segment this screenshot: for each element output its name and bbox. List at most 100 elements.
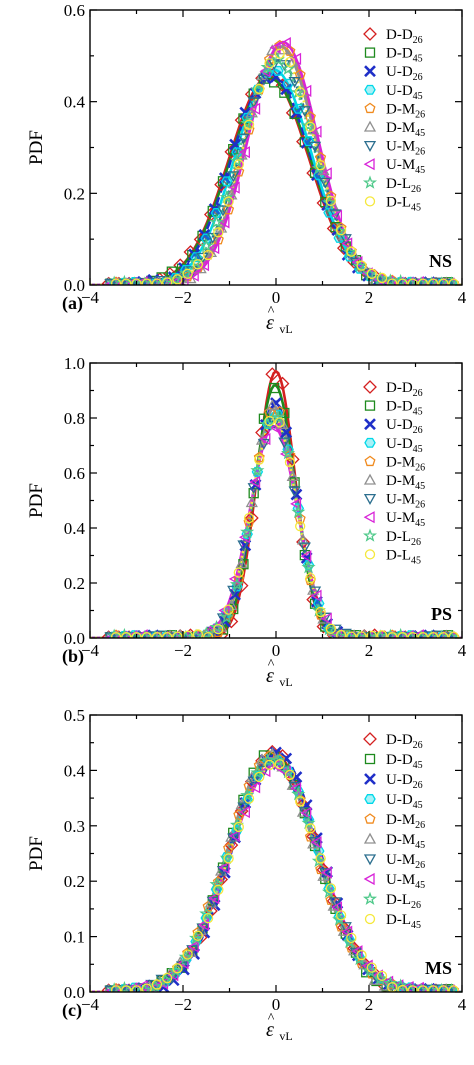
data-point <box>269 421 281 435</box>
legend-entry-name: U-M <box>386 510 415 526</box>
legend-entry: D-L26 <box>386 892 421 911</box>
legend-entry-name: U-M <box>386 872 415 888</box>
data-point <box>332 628 347 638</box>
data-point <box>305 572 316 584</box>
legend-entry-name: U-M <box>386 852 415 868</box>
legend-entry-name: D-D <box>386 46 413 62</box>
data-point <box>325 190 337 201</box>
legend-marker <box>363 872 375 886</box>
data-point <box>245 106 258 118</box>
legend-entry-subscript: 45 <box>411 202 421 213</box>
series-line-d-d45 <box>90 383 462 638</box>
legend-entry: D-D45 <box>386 46 423 65</box>
data-point <box>339 922 352 934</box>
data-point <box>268 382 280 394</box>
legend-marker <box>363 511 375 524</box>
legend-entry: U-M45 <box>386 510 425 529</box>
data-point <box>397 632 408 638</box>
legend-entry-name: D-M <box>386 101 415 117</box>
data-point <box>151 632 163 638</box>
data-point <box>438 985 449 992</box>
data-point <box>219 190 234 204</box>
legend-marker <box>364 418 376 431</box>
data-point <box>356 950 367 961</box>
legend-marker <box>364 196 376 207</box>
data-point <box>266 399 279 411</box>
data-point <box>272 65 284 76</box>
data-point <box>366 268 377 279</box>
data-point <box>335 910 347 921</box>
data-point <box>192 629 204 638</box>
data-point <box>199 906 214 920</box>
data-point <box>284 45 296 56</box>
data-point <box>243 793 255 804</box>
data-point <box>376 970 388 982</box>
legend-marker <box>363 854 377 866</box>
legend-entry-subscript: 45 <box>415 880 425 891</box>
legend-entry-name: D-L <box>386 892 411 908</box>
data-point <box>397 984 408 992</box>
x-tick-label: −4 <box>81 995 100 1014</box>
legend-entry: D-M26 <box>386 101 425 120</box>
data-point <box>320 866 332 879</box>
x-axis-label: ε <box>266 665 274 687</box>
data-point <box>253 451 265 463</box>
data-point <box>341 237 353 250</box>
legend-entry: D-L26 <box>386 176 421 195</box>
data-point <box>315 863 327 875</box>
data-point <box>204 896 218 908</box>
data-point <box>141 983 152 992</box>
data-point <box>407 985 418 992</box>
data-point <box>223 196 234 207</box>
data-point <box>448 985 459 992</box>
legend-entry-subscript: 45 <box>411 920 421 931</box>
data-point <box>281 61 296 75</box>
legend-marker <box>363 832 377 844</box>
data-point <box>301 118 316 132</box>
y-axis-label: PDF <box>26 130 47 165</box>
y-tick-label: 0.2 <box>64 574 85 593</box>
legend-entry: U-D26 <box>386 772 423 791</box>
x-tick-label: −4 <box>81 288 100 307</box>
data-point <box>448 631 459 638</box>
condition-tag: PS <box>431 604 452 624</box>
data-point <box>141 278 152 285</box>
legend-entry: D-D26 <box>386 27 423 46</box>
data-point <box>131 632 142 638</box>
data-point <box>237 540 250 552</box>
legend-entry: D-D26 <box>386 732 423 751</box>
data-point <box>229 153 244 168</box>
data-point <box>331 901 343 914</box>
data-point <box>274 417 285 428</box>
data-point <box>291 504 306 519</box>
data-point <box>296 533 310 545</box>
data-point <box>204 246 218 258</box>
legend-entry-name: D-L <box>386 547 411 563</box>
data-point <box>223 842 235 853</box>
data-point <box>151 278 163 285</box>
data-point <box>294 68 306 80</box>
legend-entry: U-M26 <box>386 852 425 871</box>
legend-entry-subscript: 26 <box>413 72 423 83</box>
data-point <box>107 628 122 638</box>
x-tick-label: −4 <box>81 641 100 660</box>
data-point <box>151 979 163 990</box>
data-point <box>219 850 234 865</box>
data-point <box>233 821 244 833</box>
data-point <box>383 975 398 990</box>
data-point <box>259 764 271 778</box>
data-point <box>417 632 429 638</box>
data-point <box>428 278 439 285</box>
legend-entry-name: D-L <box>386 529 411 545</box>
data-point <box>332 912 347 926</box>
data-point <box>235 557 248 569</box>
legend-entry: U-D45 <box>386 792 423 811</box>
plot-area <box>90 37 462 285</box>
data-point <box>218 216 230 229</box>
legend-entry: D-M45 <box>386 473 425 492</box>
legend-marker <box>363 158 375 171</box>
legend-marker <box>362 891 378 906</box>
legend-entry-name: U-D <box>386 436 413 452</box>
data-point <box>417 278 429 285</box>
legend-entry-subscript: 26 <box>415 820 425 831</box>
